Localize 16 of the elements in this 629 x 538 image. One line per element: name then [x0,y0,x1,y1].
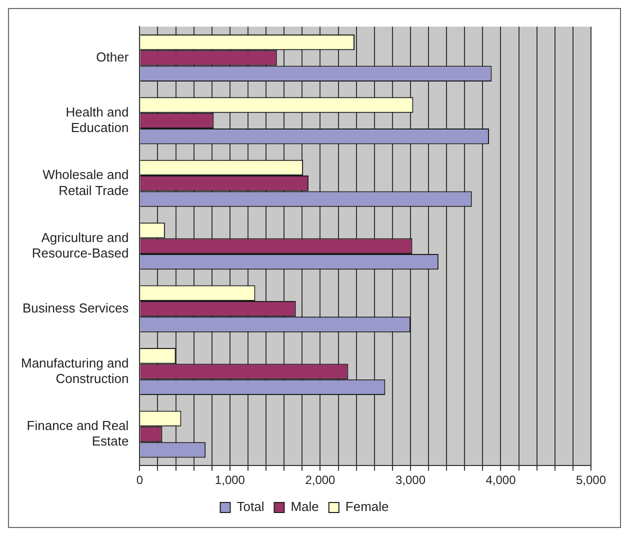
legend-label: Total [236,499,264,514]
x-tick-label: 2,000 [305,473,336,488]
legend-label: Female [345,499,389,514]
y-tick-label: Health and Education [66,104,129,136]
x-tick-label: 3,000 [395,473,426,488]
y-tick-label: Agriculture and Resource-Based [32,230,129,260]
y-tick-label: Finance and Real Estate [26,418,129,449]
y-tick-label: Other [96,50,130,65]
x-tick-label: 4,000 [486,473,516,488]
x-tick-label: 0 [136,473,144,488]
x-tick-label: 1,000 [214,473,246,488]
y-tick-label: Manufacturing and Construction [20,355,129,386]
y-tick-label: Business Services [22,300,130,316]
y-tick-label: Wholesale and Retail Trade [42,167,129,198]
legend-label: Male [290,499,319,514]
x-tick-label: 5,000 [576,473,606,488]
